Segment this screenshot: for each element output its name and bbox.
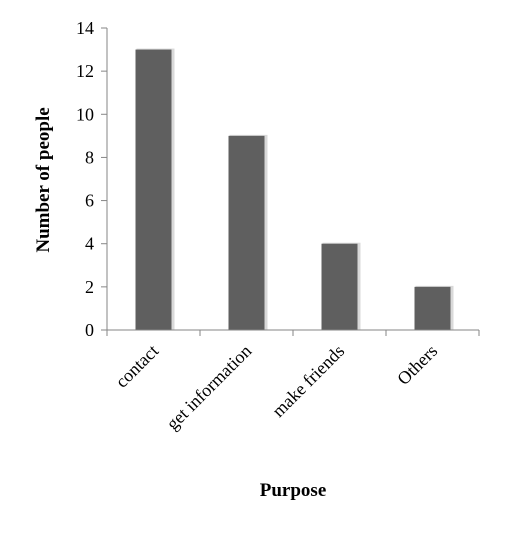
x-category-label: Others [393,341,441,389]
bar-others [414,286,451,330]
axes-layer [101,27,480,336]
x-axis-title: Purpose [260,480,327,501]
x-category-label: make friends [268,341,348,421]
y-tick-label: 0 [85,320,94,340]
x-category-label: contact [111,341,162,392]
y-tick-label: 4 [85,234,94,254]
y-tick-label: 10 [76,104,94,124]
y-tick-label: 8 [85,147,94,167]
bar-contact [135,49,172,330]
y-axis-title: Number of people [33,107,54,252]
y-tick-label: 14 [76,18,94,38]
bars-layer [135,48,454,330]
y-tick-label: 12 [76,61,94,81]
y-tick-label: 6 [85,191,94,211]
y-tick-label: 2 [85,277,94,297]
bar-get-information [228,135,265,330]
x-category-label: get information [162,341,255,434]
bar-make-friends [321,243,358,330]
